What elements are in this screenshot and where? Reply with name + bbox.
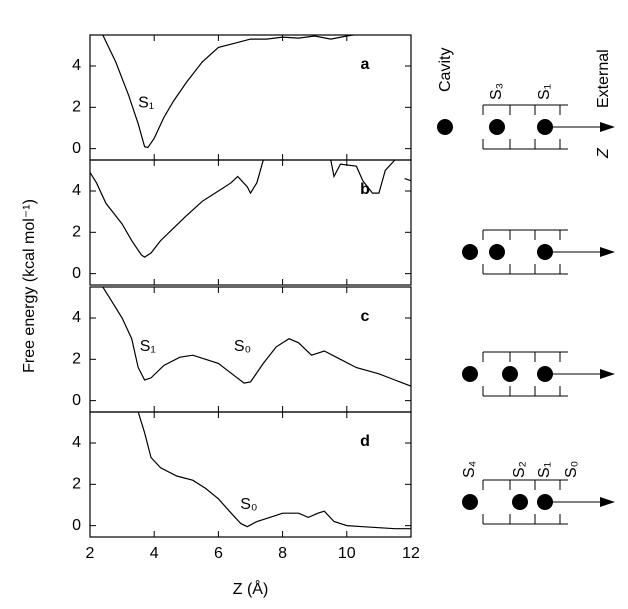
ion <box>489 244 505 260</box>
label-cavity: Cavity <box>437 48 454 92</box>
ion <box>462 366 478 382</box>
arrow-head <box>600 247 615 257</box>
label-site: S₁ <box>536 462 553 478</box>
arrow-head <box>600 497 615 507</box>
annotation: S₀ <box>234 338 251 355</box>
y-tick-label: 2 <box>72 476 81 493</box>
label-z: Z <box>595 147 612 159</box>
label-site: S₄ <box>461 461 478 478</box>
label-external: External <box>595 49 612 108</box>
label-site: S₃ <box>488 83 505 100</box>
y-tick-label: 2 <box>72 351 81 368</box>
y-tick-label: 2 <box>72 99 81 116</box>
y-tick-label: 2 <box>72 224 81 241</box>
ion <box>512 494 528 510</box>
x-tick-label: 10 <box>338 545 356 562</box>
panel-letter: d <box>360 433 370 450</box>
y-tick-label: 0 <box>72 392 81 409</box>
x-tick-label: 12 <box>402 545 420 562</box>
ion <box>489 119 505 135</box>
panel-letter: c <box>361 308 370 325</box>
y-tick-label: 0 <box>72 265 81 282</box>
y-tick-label: 4 <box>72 57 81 74</box>
ion <box>437 119 453 135</box>
curve <box>102 35 354 149</box>
x-tick-label: 4 <box>150 545 159 562</box>
y-axis-label: Free energy (kcal mol⁻¹) <box>21 199 38 373</box>
y-tick-label: 4 <box>72 309 81 326</box>
annotation: S₁ <box>138 94 154 111</box>
panel-frame <box>89 159 412 286</box>
curve <box>137 412 411 530</box>
label-site: S₁ <box>536 84 553 100</box>
ion <box>502 366 518 382</box>
curve <box>90 160 411 258</box>
x-tick-label: 2 <box>86 545 95 562</box>
y-tick-label: 0 <box>72 140 81 157</box>
x-tick-label: 8 <box>278 545 287 562</box>
panel-letter: a <box>361 56 370 73</box>
panel-frame <box>89 411 412 538</box>
label-site: S₀ <box>563 461 580 478</box>
annotation: S₁ <box>140 338 156 355</box>
curve <box>102 287 411 387</box>
y-tick-label: 4 <box>72 434 81 451</box>
ion <box>462 494 478 510</box>
panel-letter: b <box>360 181 370 198</box>
label-site: S₂ <box>511 461 528 478</box>
x-tick-label: 6 <box>214 545 223 562</box>
annotation: S₀ <box>240 496 257 513</box>
arrow-head <box>600 122 615 132</box>
y-tick-label: 0 <box>72 517 81 534</box>
y-tick-label: 4 <box>72 182 81 199</box>
arrow-head <box>600 369 615 379</box>
ion <box>462 244 478 260</box>
x-axis-label: Z (Å) <box>233 579 269 598</box>
